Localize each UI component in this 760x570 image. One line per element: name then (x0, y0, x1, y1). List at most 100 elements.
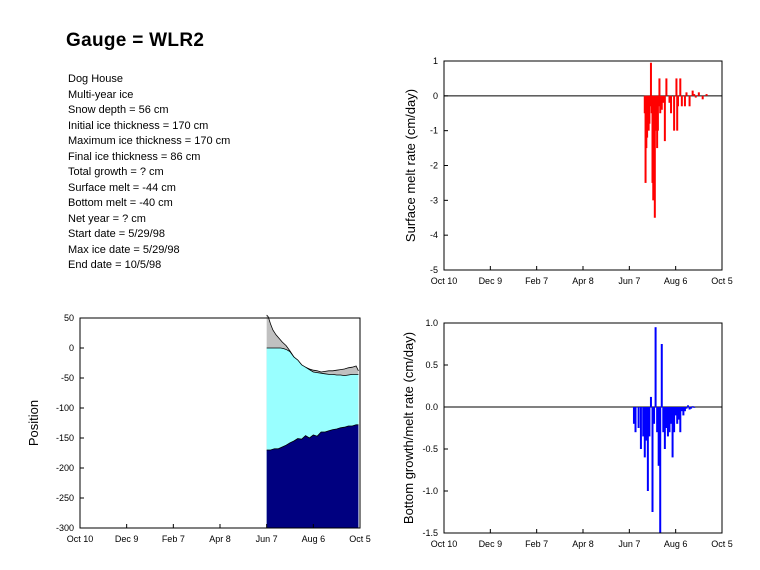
info-line: Dog House (68, 73, 124, 85)
bar (642, 407, 645, 437)
bar (654, 327, 657, 407)
bar (685, 92, 688, 96)
info-line: End date = 10/5/98 (68, 259, 162, 271)
x-tick-label: Apr 8 (572, 276, 594, 286)
bar (673, 95, 676, 131)
bar (656, 95, 659, 131)
bar (679, 78, 682, 96)
bar (663, 407, 666, 449)
y-tick-label: -2 (430, 161, 438, 171)
y-tick-label: -50 (61, 373, 74, 383)
y-tick-label: 0.0 (425, 402, 438, 412)
bar (665, 407, 668, 428)
bar (649, 95, 652, 107)
x-tick-label: Jun 7 (256, 534, 278, 544)
y-axis-label: Bottom growth/melt rate (cm/day) (401, 332, 416, 524)
area-edge (266, 424, 359, 451)
x-tick-label: Aug 6 (302, 534, 326, 544)
x-tick-label: Apr 8 (572, 539, 594, 549)
bar (697, 92, 700, 96)
info-line: Net year = ? cm (68, 212, 146, 225)
bar (705, 94, 708, 96)
info-line: Maximum ice thickness = 170 cm (68, 135, 231, 147)
bar (688, 407, 691, 410)
bar (680, 95, 683, 107)
x-tick-label: Jun 7 (618, 539, 640, 549)
x-tick-label: Oct 10 (67, 534, 94, 544)
bar (634, 407, 637, 433)
x-tick-label: Feb 7 (525, 276, 548, 286)
info-line: Final ice thickness = 86 cm (68, 150, 201, 163)
bar (673, 407, 676, 433)
x-tick-label: Jun 7 (618, 276, 640, 286)
bar (643, 407, 646, 458)
y-tick-label: -4 (430, 230, 438, 240)
x-tick-label: Aug 6 (664, 276, 688, 286)
y-tick-label: -1.0 (422, 486, 438, 496)
y-tick-label: -300 (56, 523, 74, 533)
bar (659, 95, 662, 114)
bar (701, 95, 704, 100)
bar (662, 95, 665, 103)
bar (676, 407, 679, 424)
bar (670, 407, 673, 424)
bar (670, 95, 673, 114)
info-line: Start date = 5/29/98 (68, 228, 165, 240)
info-line: Snow depth = 56 cm (68, 104, 169, 116)
station-info: Dog House Multi-year ice Snow depth = 56 c… (68, 72, 230, 274)
bar (676, 95, 679, 131)
y-tick-label: 1 (433, 56, 438, 66)
bar (666, 407, 669, 437)
y-axis-label: Surface melt rate (cm/day) (403, 89, 418, 242)
y-tick-label: 0 (433, 91, 438, 101)
x-tick-label: Feb 7 (525, 539, 548, 549)
y-tick-label: 50 (64, 313, 74, 323)
bar (645, 407, 648, 441)
info-line: Initial ice thickness = 170 cm (68, 119, 209, 132)
x-tick-label: Feb 7 (162, 534, 185, 544)
bar (688, 95, 691, 107)
bar (658, 78, 661, 96)
bar (683, 407, 686, 412)
bar (632, 407, 635, 424)
bar (683, 95, 686, 107)
info-line: Multi-year ice (68, 88, 134, 101)
bar (639, 407, 642, 449)
y-tick-label: 0 (69, 343, 74, 353)
x-tick-label: Dec 9 (479, 539, 503, 549)
x-tick-label: Oct 10 (431, 539, 458, 549)
bar (653, 407, 656, 424)
bar (679, 407, 682, 433)
bar (680, 407, 683, 412)
bar (660, 344, 663, 407)
area-edge (266, 314, 359, 373)
bar (693, 407, 696, 408)
info-line: Max ice date = 5/29/98 (68, 243, 180, 256)
bar (691, 90, 694, 96)
x-tick-label: Aug 6 (664, 539, 688, 549)
area-ice-bottom (266, 424, 359, 528)
bar (657, 407, 660, 466)
bar (693, 94, 696, 96)
y-tick-label: -1 (430, 126, 438, 136)
bar (648, 95, 651, 124)
y-tick-label: -200 (56, 463, 74, 473)
bar (660, 95, 663, 110)
y-tick-label: -3 (430, 195, 438, 205)
bar (656, 407, 659, 433)
bar (659, 407, 662, 533)
bar (663, 95, 666, 142)
bar (653, 95, 656, 218)
bar (691, 406, 694, 407)
bar (649, 396, 652, 407)
info-line: Surface melt = -44 cm (68, 181, 176, 194)
bar (665, 78, 668, 96)
bar (682, 407, 685, 416)
y-tick-label: -150 (56, 433, 74, 443)
info-line: Bottom melt = -40 cm (68, 197, 173, 209)
y-tick-label: -0.5 (422, 444, 438, 454)
page-title: Gauge = WLR2 (66, 30, 205, 51)
bar (694, 95, 697, 98)
